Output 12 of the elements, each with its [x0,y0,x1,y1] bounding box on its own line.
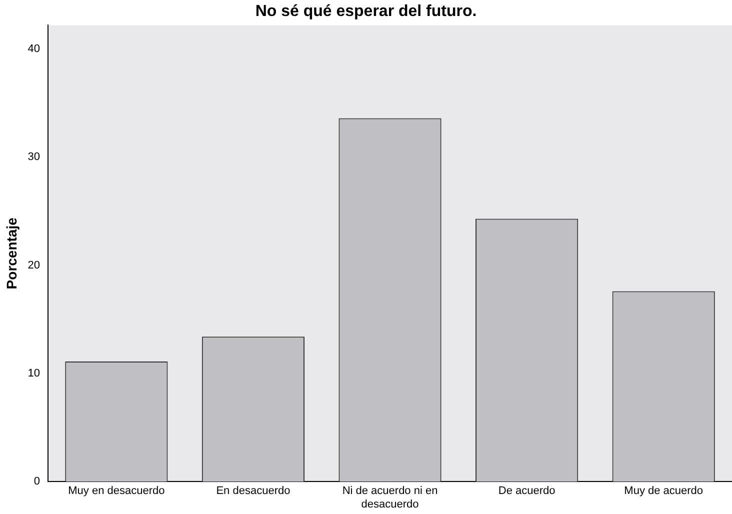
y-axis-title: Porcentaje [3,217,20,290]
x-tick-label: En desacuerdo [216,485,290,498]
chart-title: No sé qué esperar del futuro. [255,3,477,20]
y-tick-label: 10 [28,367,40,380]
y-tick-label: 0 [34,476,40,488]
y-tick-label: 30 [28,151,40,164]
x-tick-label: Muy en desacuerdo [68,485,165,498]
x-tick-label: Ni de acuerdo ni en desacuerdo [342,485,438,510]
x-tick-label: De acuerdo [498,485,556,498]
x-tick-label: Muy de acuerdo [624,485,704,498]
y-tick-label: 40 [28,43,40,56]
y-tick-label: 20 [28,259,40,272]
